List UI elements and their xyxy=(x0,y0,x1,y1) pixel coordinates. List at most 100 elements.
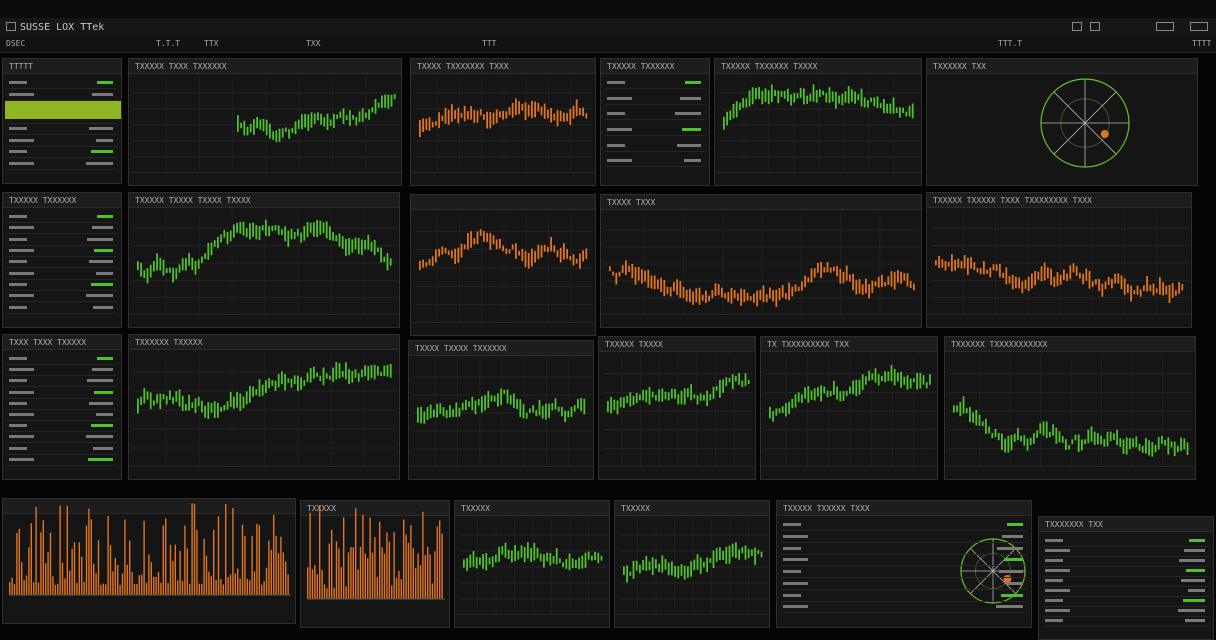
panel-bottom-c[interactable]: TXXXXX xyxy=(454,500,610,628)
panel-chart-g[interactable]: TXXXX TXXX xyxy=(600,194,922,328)
panel-bottom-radar[interactable]: TXXXXX TXXXXX TXXX xyxy=(776,500,1032,628)
candle xyxy=(175,268,178,280)
watchlist-row[interactable] xyxy=(781,553,1027,555)
watchlist-row[interactable] xyxy=(7,375,117,377)
candle xyxy=(556,250,559,258)
watchlist-row[interactable] xyxy=(781,600,1027,602)
watchlist-row[interactable] xyxy=(7,244,117,246)
watchlist-row[interactable] xyxy=(7,301,117,303)
panel-chart-f[interactable] xyxy=(410,194,596,336)
watchlist-row[interactable] xyxy=(7,408,117,410)
panel-radar-top[interactable]: TXXXXXX TXX xyxy=(926,58,1198,186)
panel-bottom-table[interactable]: TXXXXXXX TXX xyxy=(1038,516,1214,640)
candle xyxy=(487,391,490,409)
panel-bottom-vol[interactable] xyxy=(2,498,296,624)
watchlist-row[interactable] xyxy=(7,122,117,124)
panel-chart-m[interactable]: TXXXXXX TXXXXXXXXXXX xyxy=(944,336,1196,480)
price-chart xyxy=(605,213,919,315)
volume-bar xyxy=(398,570,400,599)
watchlist-row[interactable] xyxy=(1043,586,1209,587)
panel-chart-d[interactable]: TXXXXX TXXXXXX TXXXX xyxy=(714,58,922,186)
panel-chart-e[interactable]: TXXXXX TXXXX TXXXX TXXXX xyxy=(128,192,400,328)
panel-chart-h[interactable]: TXXXXX TXXXXX TXXX TXXXXXXXX TXXX xyxy=(926,192,1192,328)
watchlist-row[interactable] xyxy=(7,386,117,388)
selected-row[interactable] xyxy=(5,101,121,119)
watchlist-row[interactable] xyxy=(7,168,117,170)
watchlist-row[interactable] xyxy=(605,103,705,105)
watchlist-row[interactable] xyxy=(605,166,705,168)
candle xyxy=(550,107,552,123)
watchlist-row[interactable] xyxy=(1043,596,1209,597)
watchlist-row[interactable] xyxy=(7,397,117,399)
symbol-cell xyxy=(9,237,27,241)
watchlist-row[interactable] xyxy=(781,588,1027,590)
watchlist-row[interactable] xyxy=(7,464,117,466)
minimize-icon[interactable] xyxy=(1072,22,1082,31)
toolbar-item-2[interactable]: TTX xyxy=(204,39,219,48)
panel-chart-j[interactable]: TXXXX TXXXX TXXXXXX xyxy=(408,340,594,480)
maximize-icon[interactable] xyxy=(1156,22,1174,31)
watchlist-row[interactable] xyxy=(7,134,117,135)
watchlist-row[interactable] xyxy=(781,530,1027,531)
watchlist-row[interactable] xyxy=(7,256,117,257)
watchlist-row[interactable] xyxy=(781,565,1027,567)
panel-chart-k[interactable]: TXXXXX TXXXX xyxy=(598,336,756,480)
watchlist-row[interactable] xyxy=(7,145,117,147)
watchlist-row[interactable] xyxy=(7,364,117,365)
panel-chart-i[interactable]: TXXXXXX TXXXXX xyxy=(128,334,400,480)
watchlist-row[interactable] xyxy=(781,612,1027,614)
toolbar-item-4[interactable]: TTT xyxy=(482,39,497,48)
volume-bar xyxy=(280,536,282,595)
watchlist-row[interactable] xyxy=(605,150,705,152)
toolbar-item-3[interactable]: TXX xyxy=(306,39,321,48)
watchlist-row[interactable] xyxy=(7,431,117,433)
watchlist-row[interactable] xyxy=(7,442,117,444)
watchlist-row[interactable] xyxy=(7,453,117,455)
watchlist-row[interactable] xyxy=(7,278,117,280)
watchlist-row[interactable] xyxy=(1043,546,1209,547)
toolbar: DSEC T.T.T TTX TXX TTT TTT.T TTTT xyxy=(0,36,1216,53)
watchlist-row[interactable] xyxy=(781,541,1027,543)
watchlist-row[interactable] xyxy=(1043,566,1209,567)
panel-chart-b[interactable]: TXXXX TXXXXXXX TXXX xyxy=(410,58,596,186)
panel-chart-a[interactable]: TXXXXX TXXX TXXXXXX xyxy=(128,58,402,186)
candle xyxy=(641,269,643,284)
close-icon[interactable] xyxy=(1190,22,1208,31)
watchlist-row[interactable] xyxy=(7,420,117,421)
watchlist-row[interactable] xyxy=(7,233,117,235)
panel-watchlist-mid[interactable]: TXXXXX TXXXXXX xyxy=(2,192,122,328)
candle xyxy=(477,398,480,406)
value-cell xyxy=(1006,581,1023,585)
watchlist-row[interactable] xyxy=(7,99,117,101)
watchlist-row[interactable] xyxy=(7,290,117,291)
watchlist-row[interactable] xyxy=(605,135,705,136)
panel-watchlist-low[interactable]: TXXX TXXX TXXXXX xyxy=(2,334,122,480)
watchlist-row[interactable] xyxy=(7,267,117,269)
watchlist-row[interactable] xyxy=(1043,576,1209,577)
panel-bottom-b[interactable]: TXXXXX xyxy=(300,500,450,628)
watchlist-row[interactable] xyxy=(1043,616,1209,617)
watchlist-row[interactable] xyxy=(7,157,117,158)
panel-watchlist-top[interactable]: TTTTT xyxy=(2,58,122,184)
restore-icon[interactable] xyxy=(1090,22,1100,31)
panel-chart-c[interactable]: TXXXXX TXXXXXX xyxy=(600,58,710,186)
watchlist-row[interactable] xyxy=(781,577,1027,578)
watchlist-row[interactable] xyxy=(1043,626,1209,627)
panel-chart-l[interactable]: TX TXXXXXXXXX TXX xyxy=(760,336,938,480)
toolbar-item-5[interactable]: TTT.T xyxy=(998,39,1023,48)
candle xyxy=(255,225,258,240)
candle xyxy=(844,91,847,103)
watchlist-row[interactable] xyxy=(1043,556,1209,557)
candle xyxy=(473,110,476,124)
watchlist-row[interactable] xyxy=(7,88,117,89)
watchlist-row[interactable] xyxy=(1043,606,1209,607)
candle xyxy=(791,398,794,409)
toolbar-item-1[interactable]: T.T.T xyxy=(156,39,181,48)
radar-blip xyxy=(1100,130,1109,138)
watchlist-row[interactable] xyxy=(7,222,117,223)
volume-bar xyxy=(81,556,83,595)
panel-bottom-c[interactable]: TXXXXX xyxy=(614,500,770,628)
watchlist-row[interactable] xyxy=(7,312,117,314)
watchlist-row[interactable] xyxy=(605,119,705,121)
watchlist-row[interactable] xyxy=(605,88,705,89)
